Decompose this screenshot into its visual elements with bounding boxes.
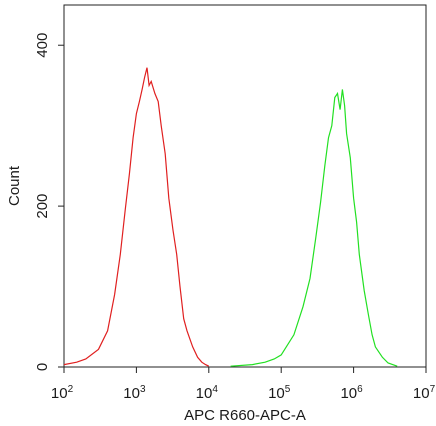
histogram-series-1 — [63, 67, 210, 367]
histogram-curves — [63, 67, 398, 367]
x-tick-label-2: 103 — [123, 384, 146, 402]
x-axis-title: APC R660-APC-A — [184, 407, 306, 424]
x-tick-label-1: 102 — [51, 384, 74, 402]
histogram-series-2 — [230, 89, 398, 367]
y-axis-title: Count — [6, 165, 23, 206]
x-tick-label-5: 106 — [340, 384, 363, 402]
y-tick-label-1: 0 — [34, 363, 51, 371]
x-tick-label-4: 105 — [268, 384, 291, 402]
y-tick-label-3: 400 — [34, 33, 51, 58]
x-tick-label-6: 107 — [413, 384, 436, 402]
x-tick-label-3: 104 — [196, 384, 219, 402]
y-tick-label-2: 200 — [34, 194, 51, 219]
plot-frame — [63, 4, 427, 368]
